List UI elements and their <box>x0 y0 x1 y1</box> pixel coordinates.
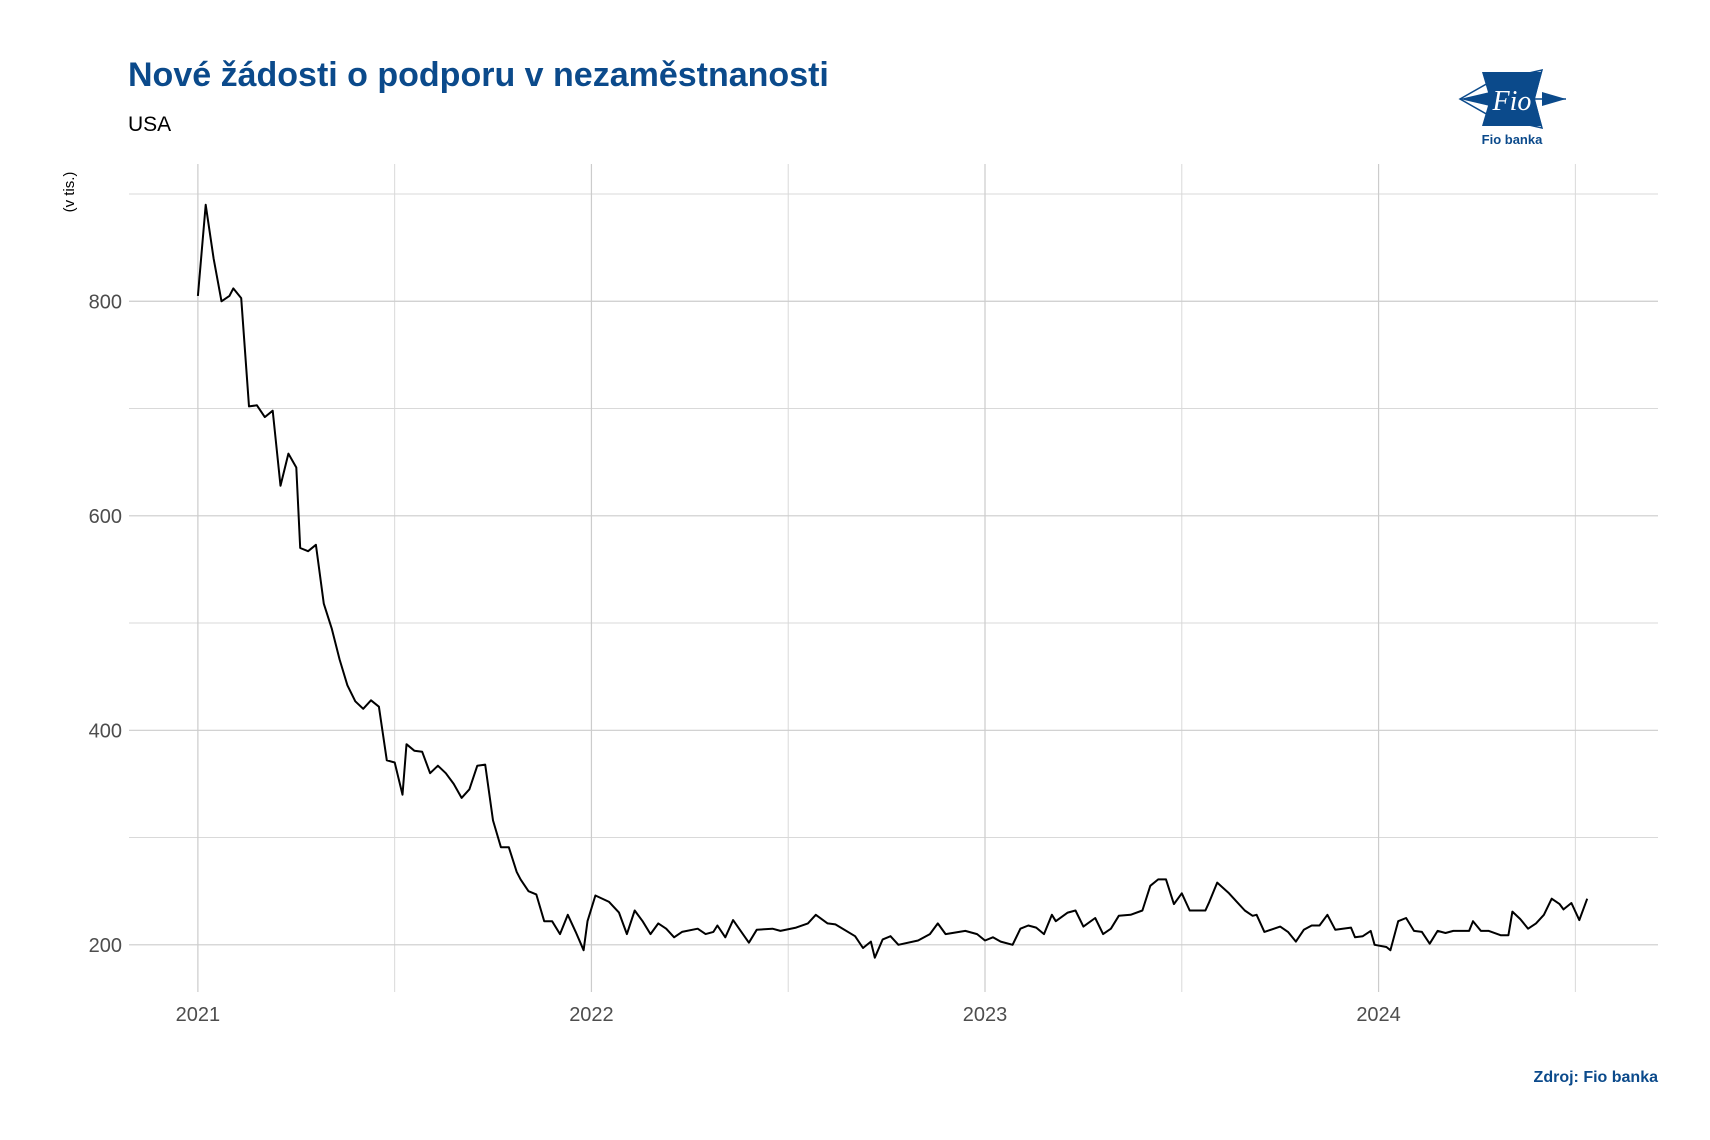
line <box>196 203 1589 959</box>
logo-mark: Fio <box>1492 86 1532 117</box>
y-tick-label: 200 <box>89 935 122 957</box>
x-tick-label: 2022 <box>569 1004 614 1026</box>
grid <box>129 164 1658 992</box>
x-tick-label: 2023 <box>963 1004 1008 1026</box>
chart-subtitle: USA <box>128 113 171 136</box>
logo: Fio Fio banka <box>1458 68 1566 147</box>
y-tick-label: 600 <box>89 506 122 528</box>
y-tick-label: 400 <box>89 720 122 742</box>
logo-name: Fio banka <box>1482 132 1543 147</box>
y-axis-label: (v tis.) <box>61 172 78 213</box>
source: Zdroj: Fio banka <box>1534 1069 1659 1086</box>
x-tick-label: 2024 <box>1356 1004 1401 1026</box>
y-tick-label: 800 <box>89 291 122 313</box>
logo-left <box>1460 92 1490 106</box>
chart-title: Nové žádosti o podporu v nezaměstnanosti <box>128 56 829 94</box>
logo-flag <box>1482 72 1542 126</box>
logo-right <box>1542 92 1566 106</box>
x-tick-label: 2021 <box>176 1004 221 1026</box>
